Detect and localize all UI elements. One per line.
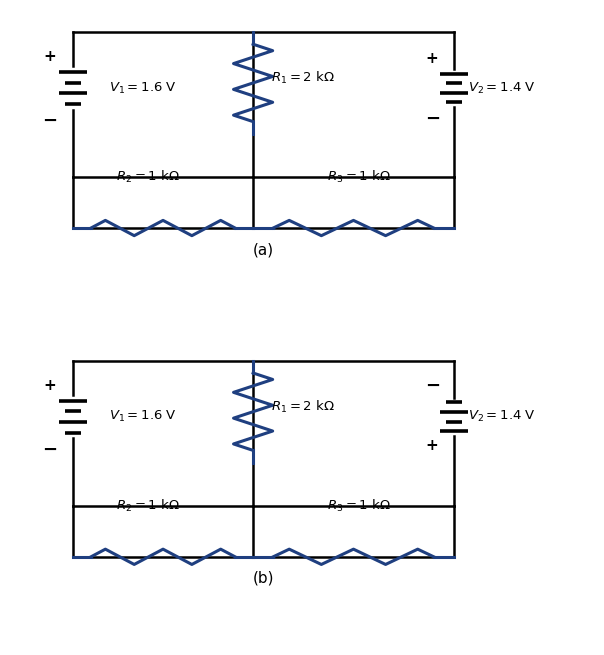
Text: $V_2 = 1.4\ \mathrm{V}$: $V_2 = 1.4\ \mathrm{V}$: [468, 409, 536, 424]
Text: $V_2 = 1.4\ \mathrm{V}$: $V_2 = 1.4\ \mathrm{V}$: [468, 81, 536, 96]
Text: −: −: [425, 377, 440, 395]
Text: $V_1 = 1.6\ \mathrm{V}$: $V_1 = 1.6\ \mathrm{V}$: [109, 81, 177, 96]
Text: $V_1 = 1.6\ \mathrm{V}$: $V_1 = 1.6\ \mathrm{V}$: [109, 409, 177, 424]
Text: $R_1 = 2\ \mathrm{k\Omega}$: $R_1 = 2\ \mathrm{k\Omega}$: [271, 70, 335, 86]
Text: $R_3 = 1\ \mathrm{k\Omega}$: $R_3 = 1\ \mathrm{k\Omega}$: [327, 497, 391, 514]
Text: $R_2 = 1\ \mathrm{k\Omega}$: $R_2 = 1\ \mathrm{k\Omega}$: [116, 168, 179, 185]
Text: (a): (a): [253, 242, 274, 257]
Text: +: +: [43, 377, 56, 392]
Text: +: +: [426, 51, 439, 66]
Text: $R_2 = 1\ \mathrm{k\Omega}$: $R_2 = 1\ \mathrm{k\Omega}$: [116, 497, 179, 514]
Text: $R_3 = 1\ \mathrm{k\Omega}$: $R_3 = 1\ \mathrm{k\Omega}$: [327, 168, 391, 185]
Text: +: +: [426, 438, 439, 453]
Text: +: +: [43, 49, 56, 64]
Text: −: −: [42, 112, 57, 130]
Text: −: −: [42, 441, 57, 459]
Text: $R_1 = 2\ \mathrm{k\Omega}$: $R_1 = 2\ \mathrm{k\Omega}$: [271, 398, 335, 415]
Text: −: −: [425, 109, 440, 128]
Text: (b): (b): [252, 571, 274, 586]
